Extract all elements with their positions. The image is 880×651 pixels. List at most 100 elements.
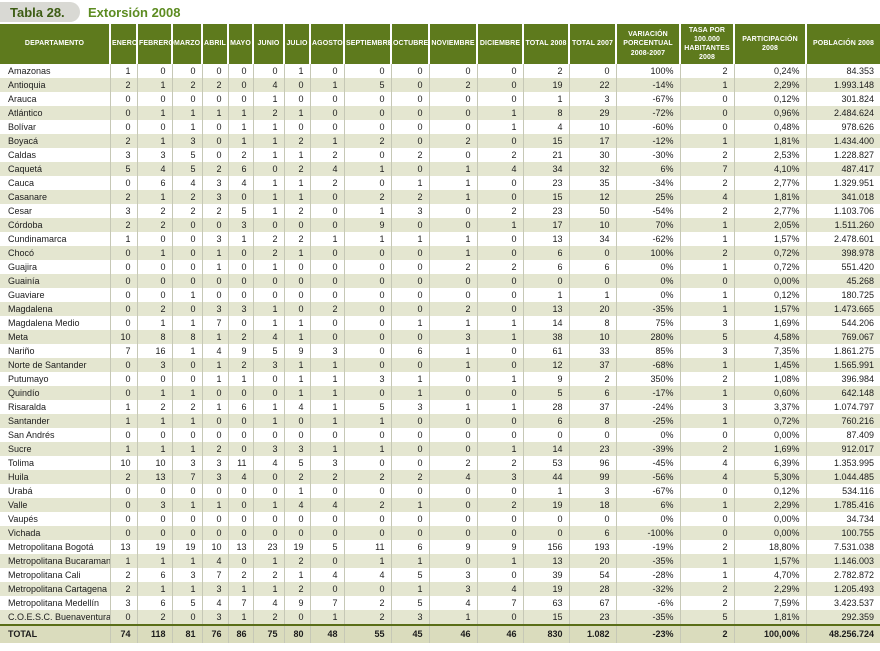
- value-cell: 2,77%: [734, 204, 807, 218]
- value-cell: 341.018: [806, 190, 880, 204]
- value-cell: 2: [202, 442, 229, 456]
- value-cell: 0: [284, 120, 311, 134]
- value-cell: 0: [137, 92, 173, 106]
- value-cell: 1: [172, 582, 203, 596]
- value-cell: 48.256.724: [806, 624, 880, 643]
- value-cell: 0: [284, 610, 311, 625]
- value-cell: 1: [110, 442, 138, 456]
- value-cell: 34: [569, 232, 617, 246]
- value-cell: 0: [284, 302, 311, 316]
- table-row: Amazonas 1 0 0 0 0 0 1 0 0 0 0 0 2 0 100% 2 0,24% 84.353: [0, 64, 880, 78]
- value-cell: 0: [429, 442, 478, 456]
- value-cell: 0: [228, 78, 254, 92]
- value-cell: 1: [391, 316, 430, 330]
- value-cell: 4: [172, 176, 203, 190]
- value-cell: 0: [228, 316, 254, 330]
- value-cell: 7: [110, 344, 138, 358]
- table-row: Metropolitana Bogotá 13 19 19 10 13 23 19 5 11 6 9 9…: [0, 540, 880, 554]
- table-title: Extorsión 2008: [88, 5, 181, 20]
- value-cell: 6,39%: [734, 456, 807, 470]
- value-cell: 39: [523, 568, 570, 582]
- value-cell: 1: [680, 498, 735, 512]
- value-cell: 1: [172, 386, 203, 400]
- value-cell: 1: [253, 400, 285, 414]
- value-cell: 1: [253, 190, 285, 204]
- value-cell: 3: [202, 470, 229, 484]
- value-cell: 1: [172, 316, 203, 330]
- value-cell: 53: [523, 456, 570, 470]
- value-cell: 0: [253, 274, 285, 288]
- table-row: Atlántico 0 1 1 1 1 2 1 0 0 0 0 1 8 29 -72% 0 0,96% 2.484.…: [0, 106, 880, 120]
- value-cell: 0: [284, 512, 311, 526]
- value-cell: 3: [680, 316, 735, 330]
- value-cell: 3,37%: [734, 400, 807, 414]
- department-cell: Guaviare: [0, 288, 111, 302]
- value-cell: 1: [110, 64, 138, 78]
- value-cell: 0: [310, 246, 345, 260]
- value-cell: 25%: [616, 190, 681, 204]
- value-cell: 1: [172, 344, 203, 358]
- value-cell: 75: [253, 624, 285, 643]
- value-cell: 0: [391, 92, 430, 106]
- value-cell: 3: [391, 400, 430, 414]
- value-cell: 0: [477, 176, 524, 190]
- table-number-label: Tabla 28.: [10, 5, 65, 20]
- value-cell: 0: [477, 358, 524, 372]
- value-cell: 1: [137, 316, 173, 330]
- value-cell: 1: [284, 358, 311, 372]
- value-cell: 3: [228, 302, 254, 316]
- value-cell: 978.626: [806, 120, 880, 134]
- value-cell: 0: [172, 260, 203, 274]
- value-cell: 1: [253, 148, 285, 162]
- value-cell: 0: [253, 64, 285, 78]
- department-cell: Chocó: [0, 246, 111, 260]
- value-cell: 1: [344, 232, 392, 246]
- value-cell: 6: [569, 260, 617, 274]
- value-cell: -35%: [616, 302, 681, 316]
- value-cell: 0: [429, 92, 478, 106]
- value-cell: -34%: [616, 176, 681, 190]
- table-row: Vichada 0 0 0 0 0 0 0 0 0 0 0 0 0 6 -100% 0 0,00% 100.755: [0, 526, 880, 540]
- value-cell: 2: [680, 442, 735, 456]
- value-cell: 3: [202, 610, 229, 625]
- value-cell: 0: [253, 512, 285, 526]
- department-cell: Quindío: [0, 386, 111, 400]
- value-cell: 0: [391, 358, 430, 372]
- value-cell: 2: [429, 134, 478, 148]
- value-cell: 0: [477, 92, 524, 106]
- value-cell: 1: [137, 582, 173, 596]
- value-cell: 0: [172, 232, 203, 246]
- table-row: Córdoba 2 2 0 0 3 0 0 0 9 0 0 1 17 10 70% 1 2,05% 1.511.26…: [0, 218, 880, 232]
- value-cell: 1: [680, 554, 735, 568]
- value-cell: 1: [477, 400, 524, 414]
- department-cell: Caquetá: [0, 162, 111, 176]
- value-cell: 0%: [616, 428, 681, 442]
- value-cell: 0: [284, 78, 311, 92]
- value-cell: 0,12%: [734, 92, 807, 106]
- value-cell: 1: [284, 246, 311, 260]
- value-cell: 0: [429, 218, 478, 232]
- value-cell: -14%: [616, 78, 681, 92]
- table-row: Arauca 0 0 0 0 0 1 0 0 0 0 0 0 1 3 -67% 0 0,12% 301.824: [0, 92, 880, 106]
- value-cell: -39%: [616, 442, 681, 456]
- value-cell: 4: [202, 344, 229, 358]
- value-cell: 1: [137, 134, 173, 148]
- value-cell: 0: [344, 64, 392, 78]
- department-cell: Casanare: [0, 190, 111, 204]
- department-cell: Vaupés: [0, 512, 111, 526]
- value-cell: 4: [344, 568, 392, 582]
- value-cell: -12%: [616, 134, 681, 148]
- value-cell: 11: [228, 456, 254, 470]
- value-cell: 0: [310, 92, 345, 106]
- value-cell: 3: [429, 582, 478, 596]
- value-cell: 2: [391, 190, 430, 204]
- value-cell: 3: [284, 442, 311, 456]
- value-cell: 0: [253, 372, 285, 386]
- value-cell: 48: [310, 624, 345, 643]
- value-cell: 0: [344, 344, 392, 358]
- value-cell: 0: [344, 274, 392, 288]
- department-cell: Metropolitana Bogotá: [0, 540, 111, 554]
- value-cell: 0: [110, 260, 138, 274]
- value-cell: 0,96%: [734, 106, 807, 120]
- column-header: TOTAL 2007: [569, 24, 617, 64]
